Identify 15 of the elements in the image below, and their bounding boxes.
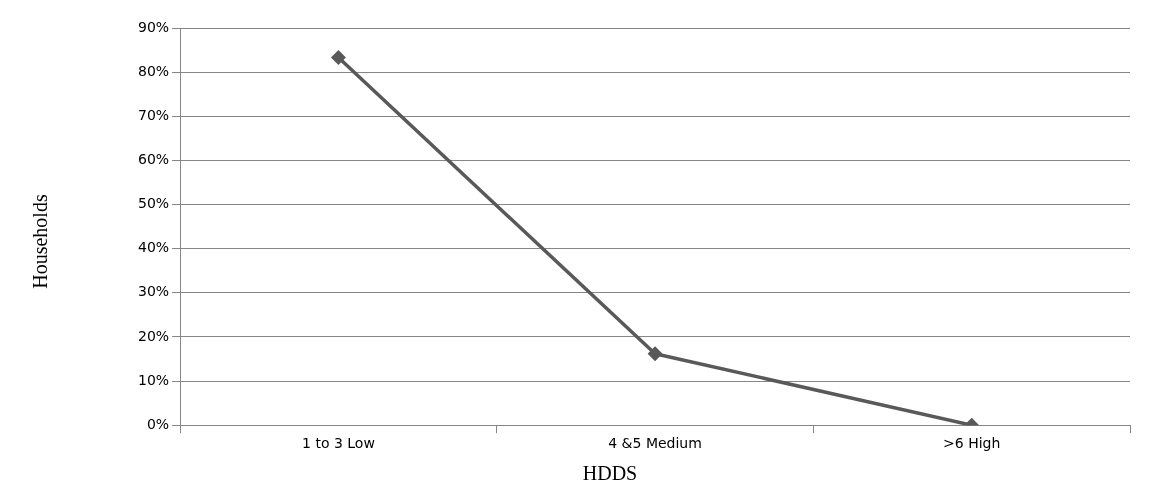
y-tick-label: 70%	[137, 106, 170, 123]
y-tick-label: 60%	[137, 151, 170, 168]
y-tick-label: 40%	[137, 239, 170, 256]
y-axis-title: Households	[28, 193, 52, 291]
y-tick-label: 30%	[137, 283, 170, 300]
x-tick-label: 4 &5 Medium	[608, 435, 702, 452]
y-tick-label: 20%	[137, 327, 170, 344]
y-tick-label: 90%	[137, 18, 170, 35]
x-axis-title: HDDS	[581, 462, 639, 485]
x-tick-label: 1 to 3 Low	[302, 435, 375, 452]
y-tick-label: 0%	[146, 415, 170, 432]
y-tick-label: 10%	[137, 371, 170, 388]
x-tick-label: >6 High	[943, 435, 1001, 452]
y-tick-label: 50%	[137, 195, 170, 212]
y-tick-label: 80%	[137, 62, 170, 79]
